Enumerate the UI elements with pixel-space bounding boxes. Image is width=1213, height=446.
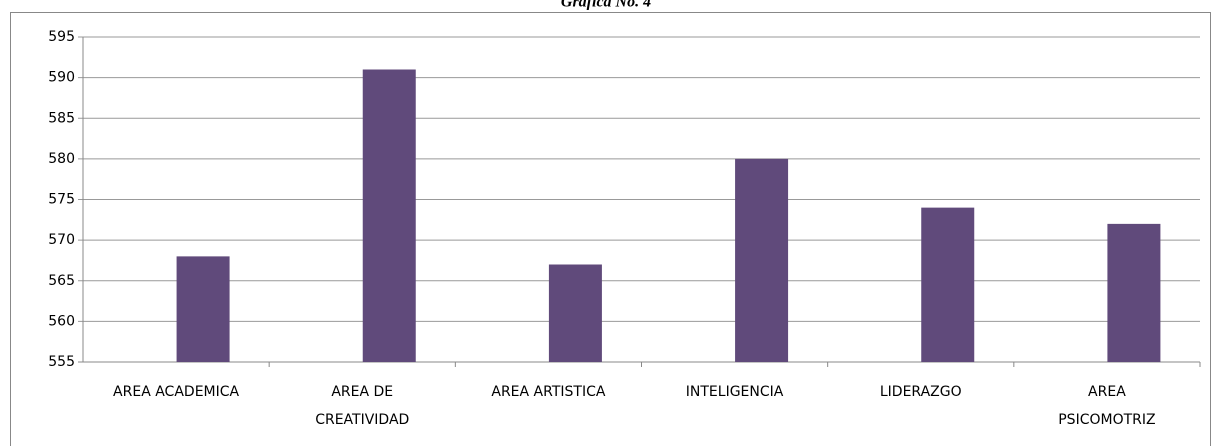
y-tick-label: 555 (48, 354, 75, 370)
chart-border (10, 12, 1211, 446)
x-tick-label: PSICOMOTRIZ (1058, 412, 1155, 428)
y-tick-label: 560 (48, 313, 75, 329)
y-tick-label: 565 (48, 273, 75, 289)
chart-title: Gráfica No. 4 (561, 0, 651, 11)
y-tick-label: 590 (48, 70, 75, 86)
bar (1107, 223, 1161, 362)
x-tick-label: AREA ACADEMICA (113, 384, 239, 400)
x-tick-label: AREA DE (331, 384, 393, 400)
x-tick-label: INTELIGENCIA (686, 384, 784, 400)
bar (735, 158, 789, 362)
bar (362, 69, 416, 362)
y-tick-label: 570 (48, 232, 75, 248)
bar (176, 256, 230, 362)
x-tick-label: CREATIVIDAD (315, 412, 409, 428)
x-tick-label: AREA ARTISTICA (491, 384, 605, 400)
bar (548, 264, 602, 362)
x-tick-label: LIDERAZGO (880, 384, 962, 400)
bar (921, 207, 975, 362)
y-tick-label: 585 (48, 110, 75, 126)
y-tick-label: 580 (48, 151, 75, 167)
x-tick-label: AREA (1088, 384, 1126, 400)
y-tick-label: 575 (48, 192, 75, 208)
y-tick-label: 595 (48, 29, 75, 45)
